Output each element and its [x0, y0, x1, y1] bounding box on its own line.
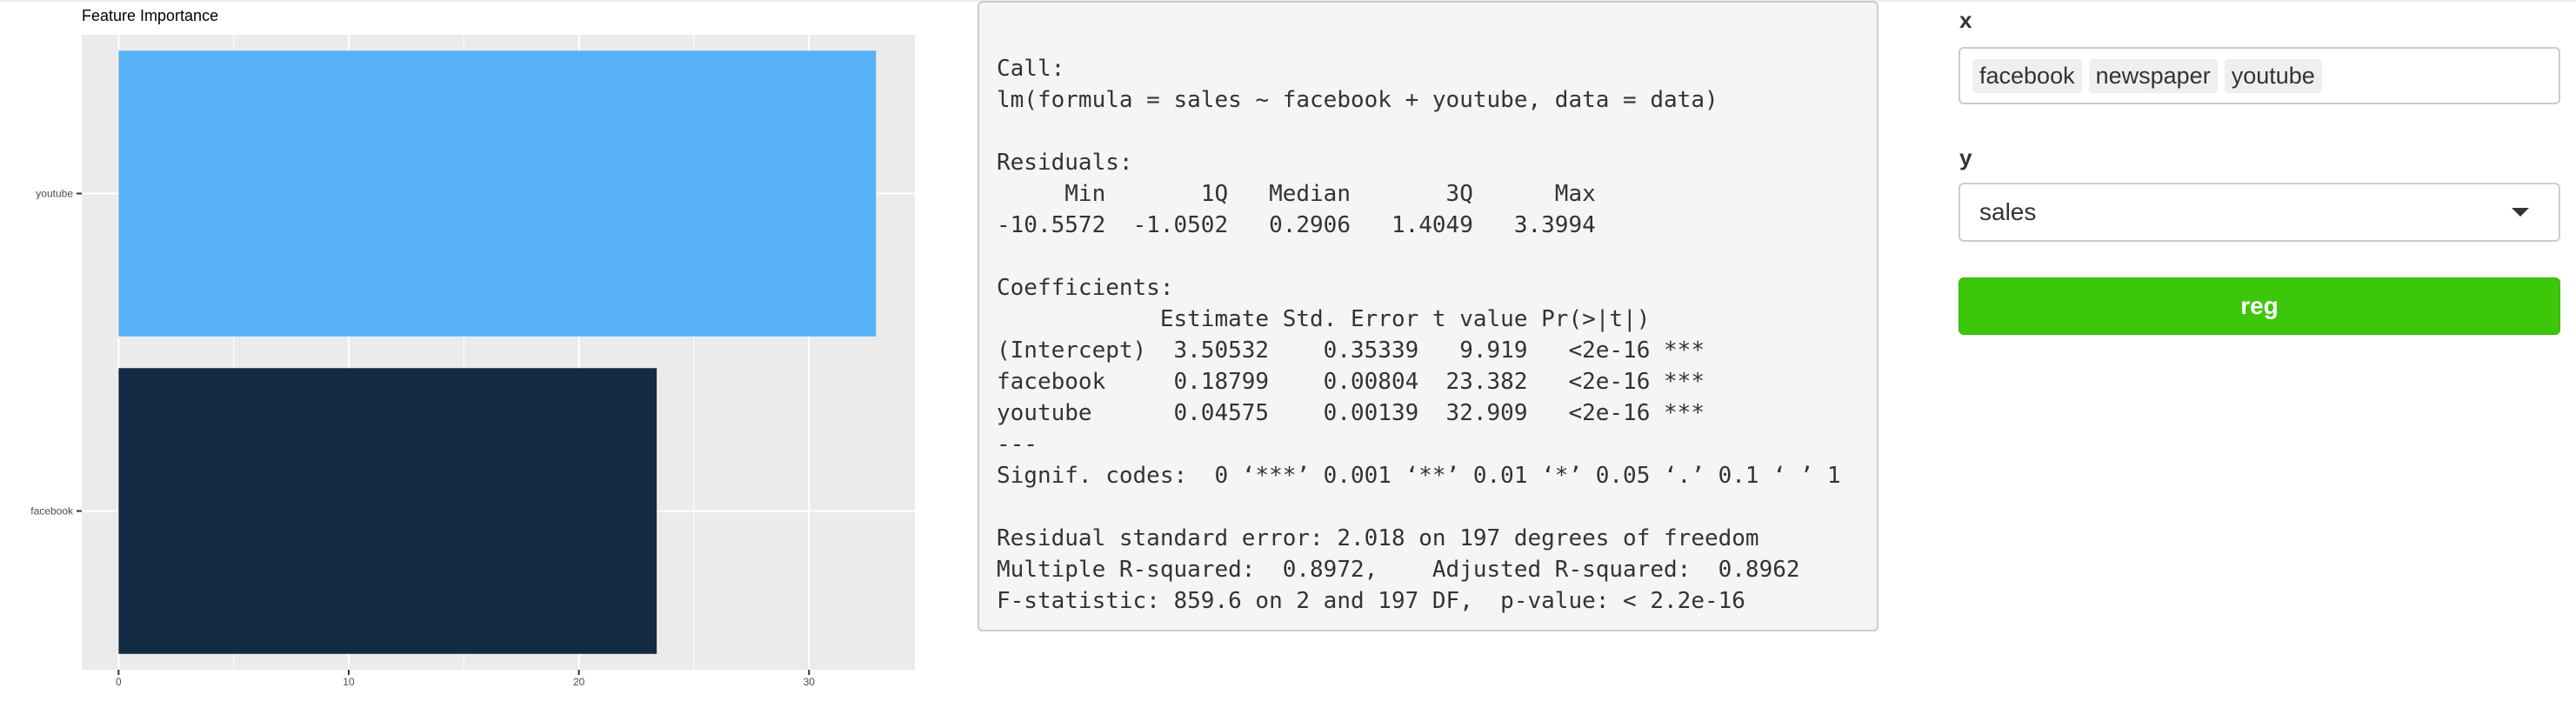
caret-down-icon: [2512, 208, 2529, 217]
reg-button[interactable]: reg: [1959, 277, 2560, 335]
x-tick-label-20: 20: [573, 676, 585, 688]
x-chip-youtube[interactable]: youtube: [2224, 58, 2322, 93]
x-variables-select[interactable]: facebook newspaper youtube: [1959, 47, 2560, 104]
x-chip-facebook[interactable]: facebook: [1972, 58, 2082, 93]
y-selected-value: sales: [1979, 198, 2037, 225]
y-variable-select[interactable]: sales: [1959, 183, 2560, 242]
summary-text: Call: lm(formula = sales ~ facebook + yo…: [997, 56, 1841, 614]
regression-summary-output: Call: lm(formula = sales ~ facebook + yo…: [978, 1, 1879, 631]
y-tick-label-youtube: youtube: [36, 188, 73, 200]
plot-title: Feature Importance: [82, 7, 219, 24]
x-chip-newspaper[interactable]: newspaper: [2088, 58, 2218, 93]
bar-chart: youtube facebook 0 10 20 30: [30, 35, 915, 688]
y-label: y: [1959, 144, 1972, 170]
bar-facebook: [118, 368, 657, 654]
x-tick-label-30: 30: [804, 676, 816, 688]
x-tick-label-0: 0: [116, 676, 122, 688]
y-tick-label-facebook: facebook: [30, 505, 74, 518]
x-tick-label-10: 10: [343, 676, 355, 688]
x-label: x: [1959, 7, 1972, 33]
feature-importance-plot: Feature Importance youtube facebook 0 10 20 3…: [0, 0, 931, 708]
bar-youtube: [118, 50, 877, 337]
